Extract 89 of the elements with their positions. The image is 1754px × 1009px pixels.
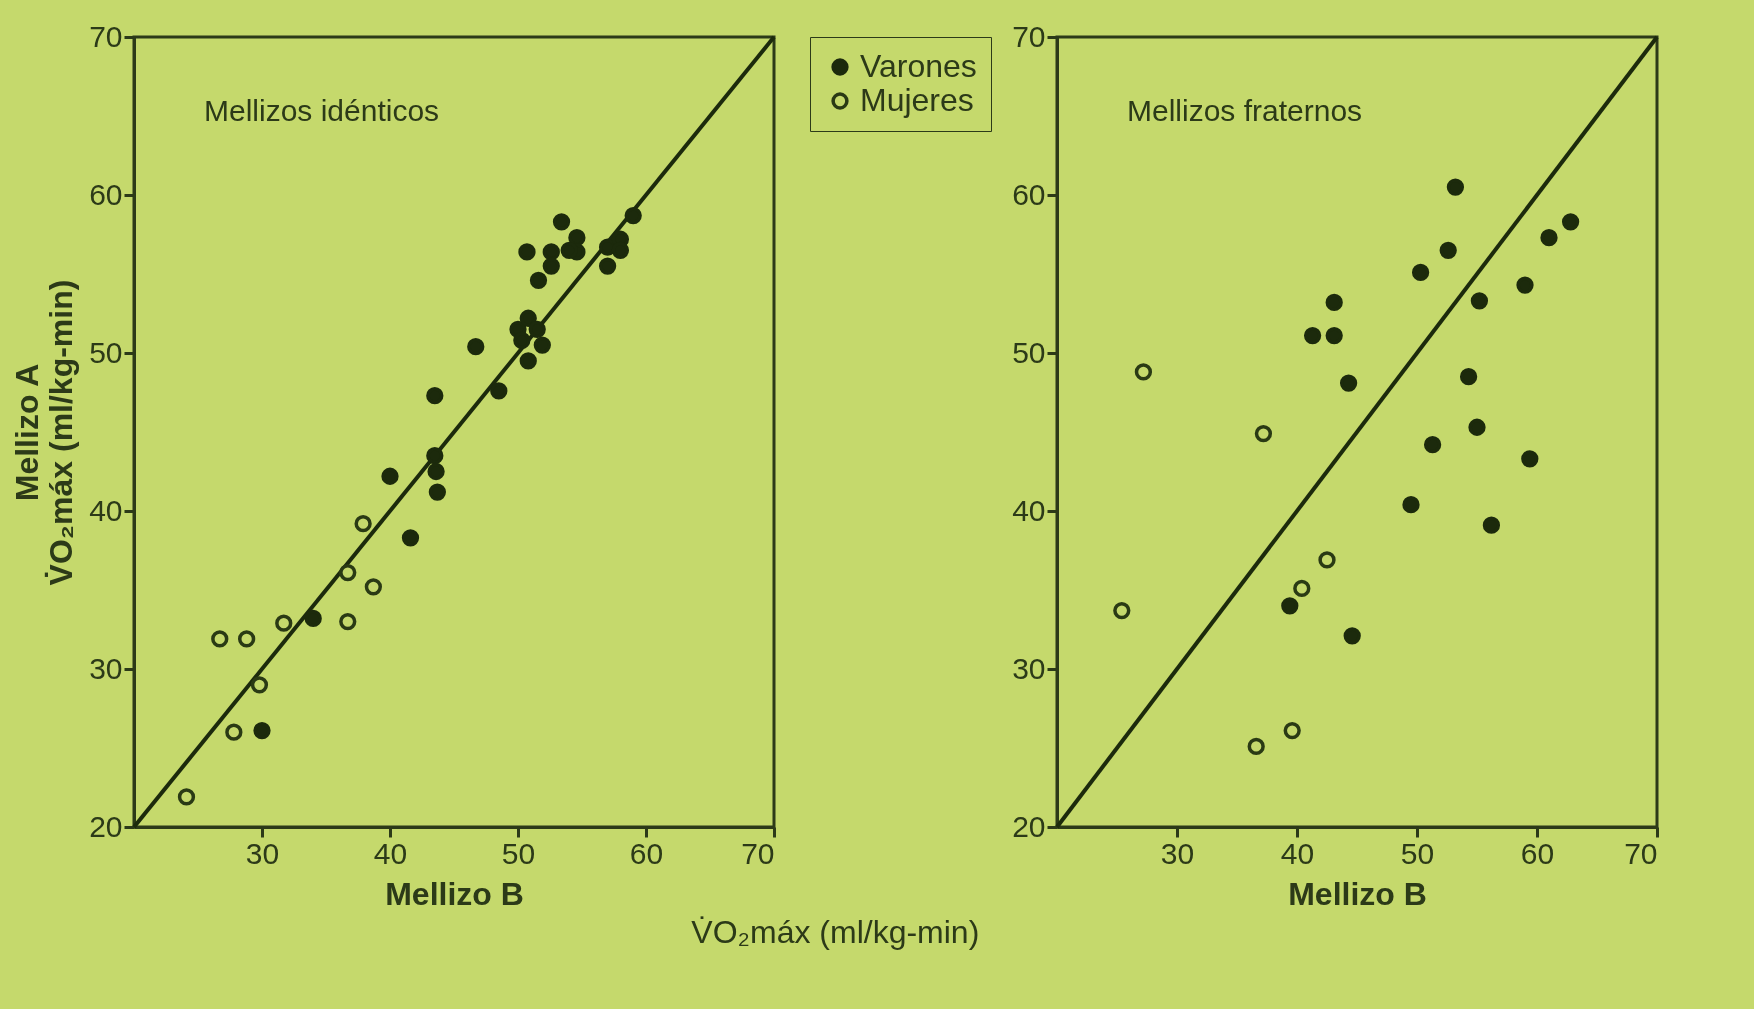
x-tick-label: 40 (373, 836, 408, 870)
point (364, 578, 382, 596)
point (1293, 579, 1311, 598)
point (490, 382, 508, 400)
x-tick-label: 50 (1400, 836, 1435, 870)
point (467, 338, 485, 356)
point (528, 320, 546, 338)
point (1470, 292, 1489, 310)
x-tick-label: 60 (1520, 836, 1555, 870)
point (304, 609, 322, 628)
y-axis-title: Mellizo A V̇O₂máx (ml/kg-min) (9, 279, 80, 586)
point (211, 630, 229, 648)
x-tick-label: 30 (1160, 836, 1195, 870)
point (598, 257, 617, 275)
legend-label: Varones (860, 48, 977, 84)
point (1439, 241, 1457, 259)
x-tick-label: 40 (1280, 836, 1315, 870)
point (1561, 213, 1580, 231)
point (542, 243, 560, 261)
x-axis-title: Mellizo B (385, 875, 524, 912)
x-tick-label: 50 (501, 836, 536, 870)
point (1343, 627, 1361, 645)
x-tick-label: 30 (245, 836, 280, 870)
point (1521, 450, 1539, 468)
point (427, 462, 445, 481)
point (519, 352, 537, 370)
point (428, 483, 446, 501)
text: Mellizos idénticos (204, 94, 440, 127)
y-tick-label: 60 (1012, 177, 1046, 211)
point (1339, 374, 1358, 392)
point (1113, 601, 1131, 620)
point (1468, 418, 1486, 436)
point (542, 257, 560, 275)
point (1446, 178, 1465, 196)
y-tick-label: 50 (89, 335, 123, 369)
y-tick-label: 20 (89, 809, 123, 843)
text: V̇O₂máx (ml/kg-min) (691, 913, 980, 950)
point (552, 213, 571, 231)
point (275, 614, 293, 632)
y-tick-label: 60 (89, 177, 123, 211)
point (1283, 721, 1301, 740)
point (519, 309, 537, 327)
point (381, 467, 399, 485)
point (1459, 368, 1478, 386)
point (1247, 737, 1265, 756)
point (518, 243, 536, 261)
point (1134, 363, 1153, 381)
point (401, 529, 420, 547)
y-tick-label: 40 (89, 493, 123, 527)
point (1325, 326, 1343, 345)
y-tick-label: 20 (1012, 809, 1046, 843)
y-tick-label: 30 (1012, 651, 1046, 685)
point (1482, 516, 1501, 534)
y-tick-label: 40 (1012, 493, 1046, 527)
point (1303, 326, 1322, 345)
point (1402, 496, 1420, 514)
point (1423, 436, 1442, 454)
point (1516, 276, 1534, 294)
point (1254, 424, 1273, 443)
x-tick-label: 70 (741, 836, 775, 870)
point (529, 271, 548, 289)
y-tick-label: 70 (89, 19, 123, 53)
point (533, 336, 551, 354)
point (238, 630, 256, 648)
legend-label: Mujeres (860, 82, 974, 118)
point (426, 447, 444, 465)
x-tick-label: 70 (1624, 836, 1658, 870)
point (339, 612, 357, 631)
point (1411, 263, 1430, 282)
x-tick-label: 60 (629, 836, 664, 870)
point (225, 723, 243, 741)
point (426, 387, 444, 405)
point (339, 563, 357, 582)
point (250, 676, 269, 694)
point (1281, 597, 1299, 615)
x-axis-title: Mellizo B (1288, 875, 1427, 912)
point (513, 331, 531, 349)
point (1325, 293, 1343, 312)
y-tick-label: 50 (1012, 335, 1046, 369)
point (253, 721, 271, 740)
y-tick-label: 30 (89, 651, 123, 685)
point (354, 515, 372, 533)
point (1318, 551, 1336, 569)
point (1540, 229, 1558, 247)
point (568, 229, 586, 247)
point (177, 788, 196, 806)
point (624, 206, 642, 225)
y-tick-label: 70 (1012, 19, 1046, 53)
text: Mellizos fraternos (1127, 94, 1363, 127)
